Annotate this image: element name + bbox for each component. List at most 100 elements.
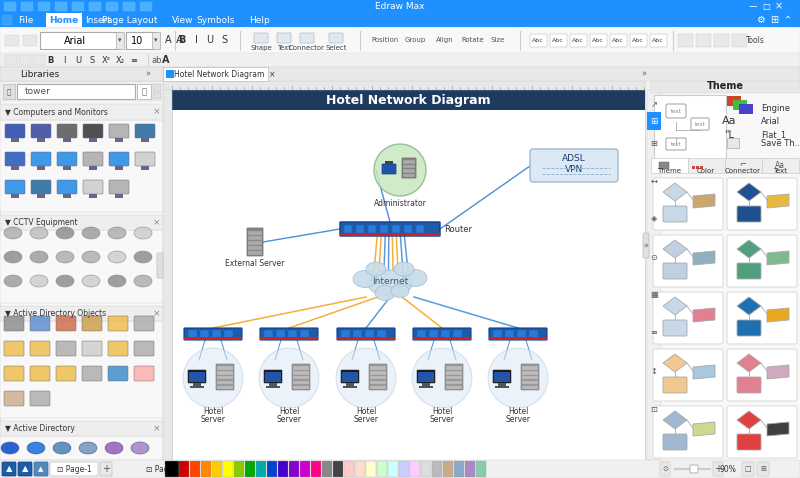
Bar — [732, 34, 747, 47]
Polygon shape — [663, 240, 687, 258]
Bar — [419, 386, 433, 388]
Bar — [245, 461, 255, 477]
Text: U: U — [75, 55, 81, 65]
FancyBboxPatch shape — [135, 124, 155, 138]
Bar — [762, 158, 799, 173]
Text: Text: Text — [277, 45, 291, 51]
FancyBboxPatch shape — [530, 149, 618, 182]
FancyBboxPatch shape — [300, 33, 314, 43]
Text: Hotel Network Diagram  ×: Hotel Network Diagram × — [174, 69, 276, 78]
Bar — [217, 366, 233, 370]
FancyBboxPatch shape — [417, 330, 426, 338]
Text: ×: × — [154, 424, 161, 433]
FancyBboxPatch shape — [264, 330, 273, 338]
Bar — [126, 32, 156, 49]
Text: Hotel: Hotel — [432, 408, 452, 416]
Bar — [0, 306, 163, 321]
Bar — [647, 112, 661, 130]
Bar — [223, 461, 233, 477]
Bar — [647, 90, 661, 460]
FancyBboxPatch shape — [353, 330, 362, 338]
Ellipse shape — [27, 442, 45, 454]
Text: ▼ Active Directory: ▼ Active Directory — [5, 424, 75, 433]
Bar — [377, 461, 387, 477]
Text: X²: X² — [102, 55, 110, 65]
FancyBboxPatch shape — [517, 330, 526, 338]
Bar — [700, 166, 703, 169]
Bar — [11, 194, 19, 198]
Bar — [193, 383, 201, 387]
Text: text: text — [694, 121, 706, 127]
Bar — [89, 194, 97, 198]
Text: ×: × — [154, 108, 161, 117]
Text: Connector: Connector — [289, 45, 325, 51]
FancyBboxPatch shape — [356, 225, 364, 233]
FancyBboxPatch shape — [276, 330, 285, 338]
Bar — [346, 383, 354, 387]
FancyBboxPatch shape — [737, 206, 761, 222]
FancyBboxPatch shape — [30, 366, 50, 381]
Bar — [0, 81, 163, 460]
Text: ⌃: ⌃ — [784, 15, 792, 25]
FancyBboxPatch shape — [737, 320, 761, 336]
Bar — [355, 461, 365, 477]
Bar — [3, 84, 15, 99]
Bar — [370, 380, 386, 384]
FancyBboxPatch shape — [380, 225, 388, 233]
Text: VPN: VPN — [565, 164, 583, 174]
FancyBboxPatch shape — [445, 364, 463, 390]
FancyBboxPatch shape — [489, 328, 547, 340]
Bar — [300, 461, 310, 477]
FancyBboxPatch shape — [365, 330, 374, 338]
Bar — [476, 461, 486, 477]
FancyBboxPatch shape — [417, 370, 435, 383]
Bar — [189, 372, 205, 382]
Bar — [385, 161, 393, 164]
FancyBboxPatch shape — [292, 364, 310, 390]
Bar — [446, 371, 462, 375]
Bar — [432, 461, 442, 477]
Polygon shape — [737, 240, 761, 258]
Bar — [165, 461, 179, 477]
Bar — [289, 461, 299, 477]
Bar — [370, 385, 386, 389]
FancyBboxPatch shape — [441, 330, 450, 338]
Bar — [654, 95, 726, 160]
FancyBboxPatch shape — [493, 370, 511, 383]
Text: A: A — [165, 35, 171, 45]
Text: File: File — [18, 15, 34, 24]
Text: S: S — [221, 35, 227, 45]
Bar — [489, 337, 547, 340]
Text: Insert: Insert — [85, 15, 111, 24]
Ellipse shape — [353, 271, 377, 287]
FancyBboxPatch shape — [134, 341, 154, 356]
Bar — [141, 138, 149, 142]
Bar — [498, 383, 506, 387]
Text: »: » — [643, 241, 649, 250]
FancyBboxPatch shape — [30, 341, 50, 356]
Text: Arial: Arial — [761, 117, 780, 126]
Polygon shape — [767, 251, 789, 265]
FancyBboxPatch shape — [157, 253, 163, 278]
Bar — [651, 90, 800, 460]
Ellipse shape — [367, 270, 413, 296]
Text: ▼ Computers and Monitors: ▼ Computers and Monitors — [5, 108, 108, 117]
Text: ⊙: ⊙ — [650, 252, 658, 261]
FancyBboxPatch shape — [413, 328, 471, 340]
FancyBboxPatch shape — [109, 180, 129, 194]
Text: —: — — [749, 2, 757, 11]
Text: ▾: ▾ — [118, 37, 122, 43]
FancyBboxPatch shape — [337, 328, 395, 340]
FancyBboxPatch shape — [666, 104, 686, 118]
Bar — [344, 461, 354, 477]
Text: ab: ab — [152, 55, 162, 65]
Ellipse shape — [134, 251, 152, 263]
FancyBboxPatch shape — [429, 330, 438, 338]
Bar — [399, 461, 409, 477]
Bar — [33, 55, 45, 65]
FancyBboxPatch shape — [264, 370, 282, 383]
Bar — [413, 337, 471, 340]
FancyBboxPatch shape — [83, 152, 103, 166]
Bar — [454, 461, 464, 477]
Text: ↔: ↔ — [650, 176, 658, 185]
